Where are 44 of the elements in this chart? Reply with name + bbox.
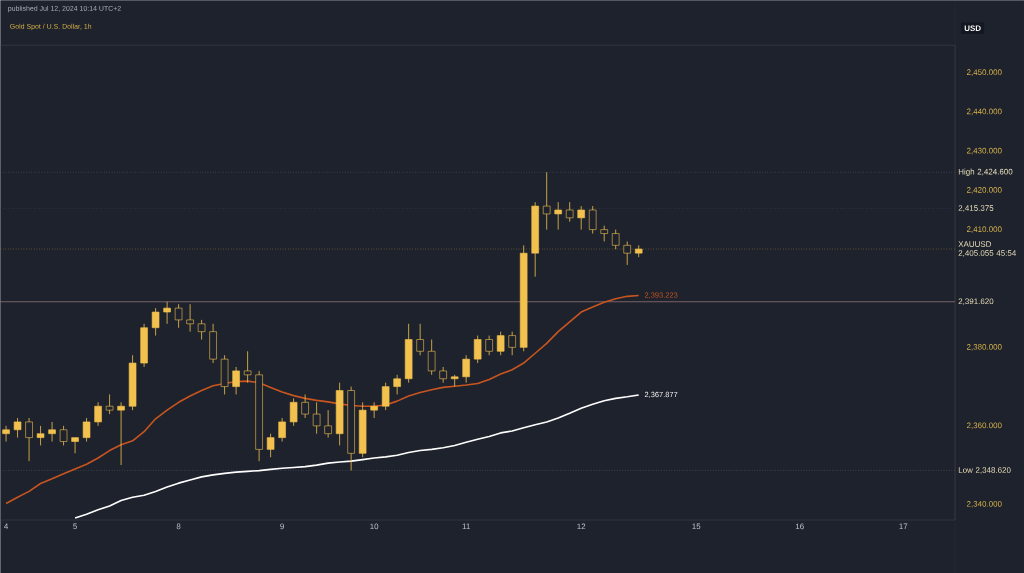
candlestick (370, 401, 378, 419)
candlestick (565, 201, 574, 223)
candlestick (496, 331, 505, 356)
candlestick (105, 393, 114, 415)
candlestick (289, 397, 298, 427)
candlestick (485, 335, 493, 356)
candlestick (36, 425, 45, 446)
candlestick (278, 417, 286, 442)
candlestick (588, 205, 597, 234)
candlestick (163, 301, 171, 325)
line-series (74, 394, 640, 519)
candlestick (301, 393, 309, 419)
candlestick (312, 401, 321, 434)
line-series (5, 294, 640, 505)
candlestick (623, 240, 631, 266)
candlestick (25, 417, 33, 462)
candlestick (427, 339, 436, 376)
candlestick (186, 303, 194, 332)
candlestick (266, 433, 275, 458)
candlestick (243, 350, 252, 383)
candlestick (450, 374, 459, 387)
candlestick (542, 171, 551, 230)
candlestick (151, 307, 160, 336)
candlestick (232, 366, 240, 395)
candlestick (554, 201, 562, 230)
candlestick (2, 425, 10, 442)
candlestick (611, 229, 620, 250)
candlestick (71, 437, 79, 454)
candlestick (508, 331, 516, 356)
candlestick (197, 319, 206, 340)
candlestick (13, 417, 22, 438)
candlestick (174, 303, 183, 329)
candlestick (473, 335, 482, 364)
candlestick (416, 323, 424, 356)
candlestick (462, 354, 470, 383)
candlestick (381, 382, 390, 411)
candlestick (117, 401, 125, 466)
candlestick (59, 425, 68, 446)
candlestick (94, 401, 102, 427)
candlestick (324, 409, 332, 438)
candlestick (48, 421, 56, 442)
candlestick (577, 205, 585, 230)
candlestick (393, 374, 401, 395)
candlestick (82, 417, 91, 442)
